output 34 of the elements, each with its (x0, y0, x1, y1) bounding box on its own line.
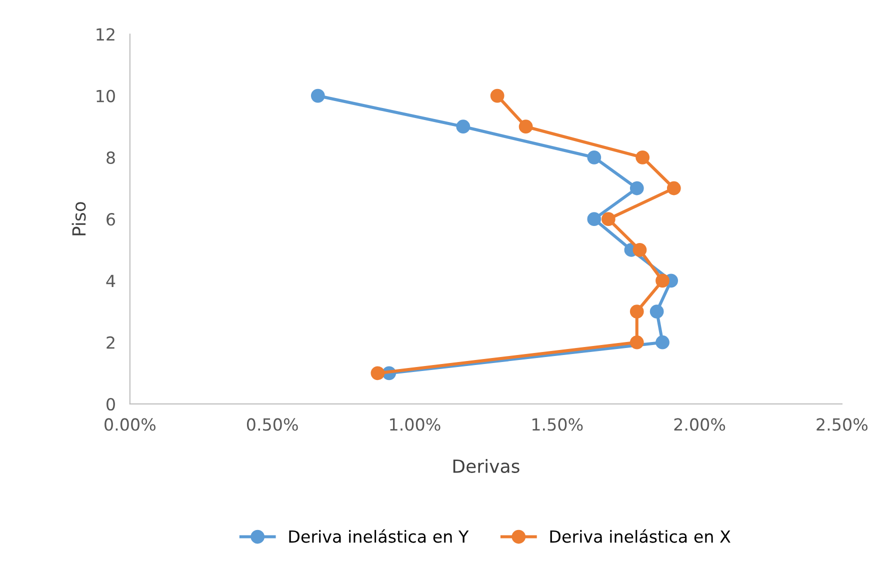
point (310, 88, 325, 103)
x-tick-label: 0.00% (104, 418, 156, 431)
legend-label: Deriva inelástica en X (550, 529, 730, 543)
x-axis-title: Derivas (453, 459, 520, 473)
x-tick-label: 0.50% (246, 418, 298, 431)
y-tick-label: 8 (106, 151, 115, 164)
y-tick-label: 4 (106, 274, 116, 288)
point (656, 274, 670, 288)
y-axis-title: Piso (72, 202, 86, 236)
point (587, 150, 602, 164)
point (518, 120, 533, 134)
point (370, 366, 385, 380)
point (587, 212, 602, 226)
y-tick-label: 12 (96, 28, 114, 40)
point (636, 150, 650, 164)
x-tick-label: 1.00% (390, 418, 440, 431)
point (456, 120, 470, 134)
y-tick-label: 0 (106, 398, 115, 411)
point (656, 335, 670, 350)
x-tick-label: 1.50% (532, 418, 583, 431)
y-tick-label: 6 (106, 213, 115, 226)
point (601, 212, 616, 226)
x-tick-label: 2.50% (816, 418, 868, 431)
point (666, 181, 681, 196)
point (490, 88, 504, 103)
point (630, 304, 644, 318)
point (650, 304, 664, 318)
x-tick-label: 2.00% (674, 418, 726, 431)
point (630, 181, 644, 196)
y-tick-label: 10 (96, 90, 115, 102)
point (632, 242, 647, 257)
point (630, 335, 644, 350)
y-tick-label: 2 (106, 336, 114, 349)
legend-label: Deriva inelástica en Y (289, 529, 469, 543)
